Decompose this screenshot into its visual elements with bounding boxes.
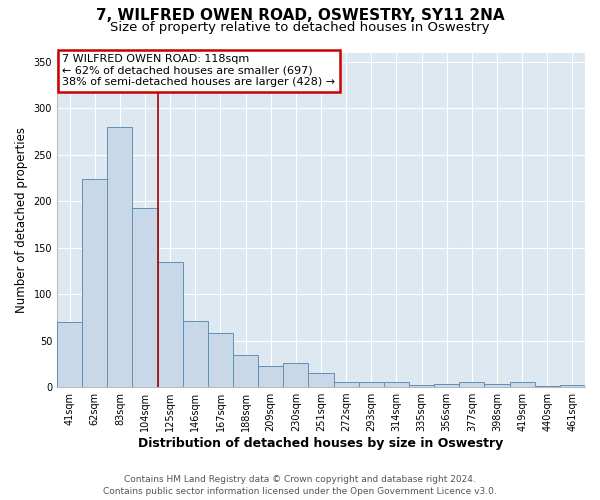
Text: 7, WILFRED OWEN ROAD, OSWESTRY, SY11 2NA: 7, WILFRED OWEN ROAD, OSWESTRY, SY11 2NA xyxy=(95,8,505,22)
Bar xyxy=(158,262,183,387)
Bar xyxy=(208,333,233,387)
Bar xyxy=(183,321,208,387)
Text: 7 WILFRED OWEN ROAD: 118sqm
← 62% of detached houses are smaller (697)
38% of se: 7 WILFRED OWEN ROAD: 118sqm ← 62% of det… xyxy=(62,54,335,88)
Bar xyxy=(308,373,334,387)
Bar xyxy=(82,179,107,387)
Bar xyxy=(384,382,409,387)
Bar xyxy=(107,127,133,387)
Bar xyxy=(334,382,359,387)
Bar xyxy=(233,354,258,387)
Bar xyxy=(57,322,82,387)
Bar xyxy=(409,385,434,387)
X-axis label: Distribution of detached houses by size in Oswestry: Distribution of detached houses by size … xyxy=(139,437,503,450)
Bar xyxy=(509,382,535,387)
Text: Size of property relative to detached houses in Oswestry: Size of property relative to detached ho… xyxy=(110,21,490,34)
Bar xyxy=(535,386,560,387)
Y-axis label: Number of detached properties: Number of detached properties xyxy=(15,127,28,313)
Bar xyxy=(359,382,384,387)
Bar xyxy=(283,363,308,387)
Bar xyxy=(258,366,283,387)
Bar xyxy=(484,384,509,387)
Bar xyxy=(434,384,459,387)
Bar xyxy=(133,208,158,387)
Bar xyxy=(459,382,484,387)
Text: Contains HM Land Registry data © Crown copyright and database right 2024.
Contai: Contains HM Land Registry data © Crown c… xyxy=(103,474,497,496)
Bar xyxy=(560,385,585,387)
